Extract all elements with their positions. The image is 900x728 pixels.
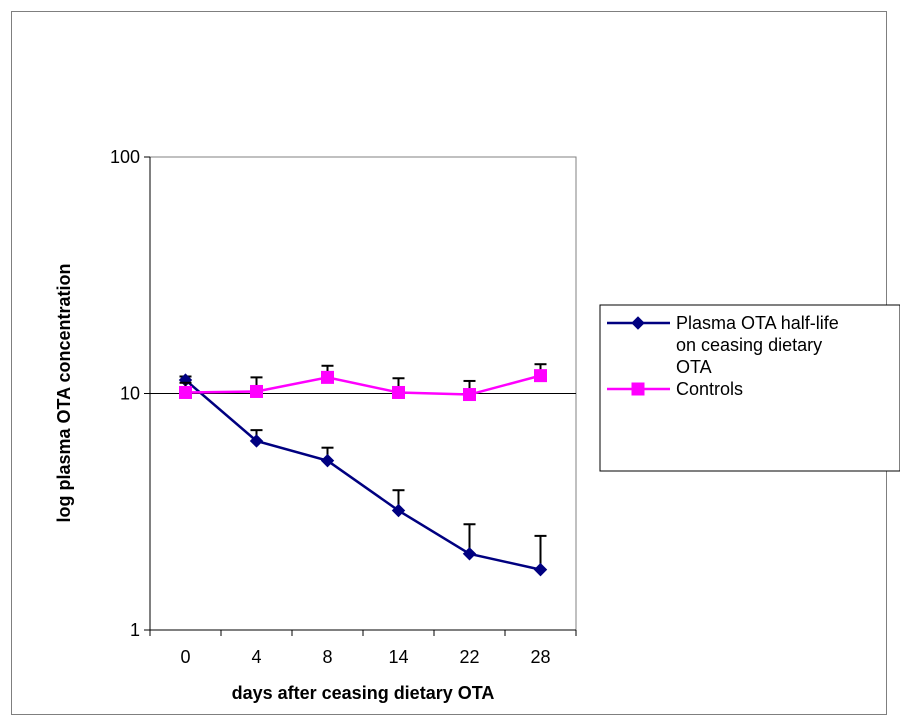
legend-marker: [631, 316, 645, 330]
x-tick-label: 14: [388, 647, 408, 667]
legend-label: Plasma OTA half-life: [676, 313, 839, 333]
data-point: [250, 384, 263, 398]
x-tick-label: 8: [322, 647, 332, 667]
y-axis-ticks: 1 10 100: [110, 147, 150, 640]
data-point: [320, 453, 335, 468]
series-line: [184, 379, 541, 571]
legend-label: on ceasing dietary: [676, 335, 822, 355]
data-point: [249, 434, 264, 448]
data-point: [534, 369, 547, 383]
data-point: [462, 547, 477, 561]
y-tick-label: 1: [130, 620, 140, 640]
x-axis-ticks: 0 4 8 14 22 28: [149, 630, 577, 667]
legend-label: Controls: [676, 379, 743, 399]
x-tick-label: 28: [530, 647, 550, 667]
data-point: [391, 503, 406, 518]
x-tick-label: 0: [180, 647, 190, 667]
y-tick-label: 100: [110, 147, 140, 167]
series-line: [185, 374, 541, 396]
data-point: [179, 385, 192, 399]
x-axis-title: days after ceasing dietary OTA: [232, 683, 495, 703]
data-point: [321, 370, 334, 384]
data-point: [392, 385, 405, 399]
x-tick-label: 22: [459, 647, 479, 667]
data-point: [533, 562, 548, 577]
y-tick-label: 10: [120, 384, 140, 404]
data-point: [463, 388, 476, 402]
legend-label: OTA: [676, 357, 712, 377]
legend-marker: [631, 382, 645, 396]
x-tick-label: 4: [251, 647, 261, 667]
series-2: [179, 363, 547, 402]
series-layer: [178, 363, 548, 577]
series-1: [178, 373, 548, 577]
y-axis-title: log plasma OTA concentration: [54, 263, 74, 522]
